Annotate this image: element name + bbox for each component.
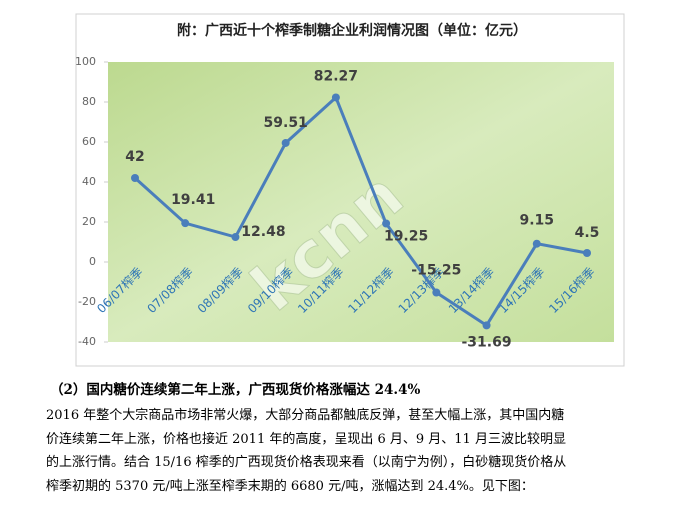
data-point <box>331 93 340 102</box>
chart-title: 附：广西近十个榨季制糖企业利润情况图（单位：亿元） <box>177 22 527 39</box>
data-label: 19.41 <box>171 192 215 208</box>
y-tick-label: 20 <box>82 215 96 228</box>
data-line <box>133 94 588 328</box>
data-point <box>382 219 391 228</box>
data-label: 9.15 <box>520 213 555 229</box>
plot-area <box>108 62 614 342</box>
data-point <box>532 239 541 248</box>
y-tick-label: 100 <box>75 55 96 68</box>
data-point <box>482 321 491 330</box>
data-point <box>231 233 240 242</box>
chart: 附：广西近十个榨季制糖企业利润情况图（单位：亿元） kcnn -40-20020… <box>75 13 625 367</box>
document: （2）国内糖价连续第二年上涨，广西现货价格涨幅达 24.4% 2016 年整个大… <box>46 378 666 498</box>
data-label: 59.51 <box>264 115 308 131</box>
data-point <box>432 288 441 297</box>
text-line: 的上涨行情。结合 15/16 榨季的广西现货价格表现来看（以南宁为例），白砂糖现… <box>46 455 567 470</box>
text-line: 榨季初期的 5370 元/吨上涨至榨季末期的 6680 元/吨，涨幅达到 24.… <box>46 478 534 494</box>
data-label: -15.25 <box>411 263 461 279</box>
section-heading: （2）国内糖价连续第二年上涨，广西现货价格涨幅达 24.4% <box>50 382 421 398</box>
y-tick-label: -40 <box>78 335 96 348</box>
data-label: 4.5 <box>575 225 600 241</box>
text-line: 价连续第二年上涨，价格也接近 2011 年的高度，呈现出 6 月、9 月、11 … <box>46 431 566 447</box>
data-point <box>281 138 290 147</box>
y-tick-label: 60 <box>82 135 96 148</box>
data-label: 19.25 <box>384 229 428 245</box>
data-point <box>583 249 591 257</box>
y-tick-label: 0 <box>89 255 96 268</box>
y-tick-label: -20 <box>78 295 96 308</box>
data-label: 82.27 <box>314 68 358 84</box>
text-line: 2016 年整个大宗商品市场非常火爆，大部分商品都触底反弹，甚至大幅上涨，其中国… <box>46 408 565 423</box>
paragraph: 2016 年整个大宗商品市场非常火爆，大部分商品都触底反弹，甚至大幅上涨，其中国… <box>46 404 666 498</box>
data-point <box>131 174 139 182</box>
data-label: 42 <box>125 149 144 165</box>
data-label: 12.48 <box>241 224 285 240</box>
y-tick-label: 80 <box>82 95 96 108</box>
data-point <box>181 219 190 228</box>
y-tick-label: 40 <box>82 175 96 188</box>
data-label: -31.69 <box>462 334 512 350</box>
